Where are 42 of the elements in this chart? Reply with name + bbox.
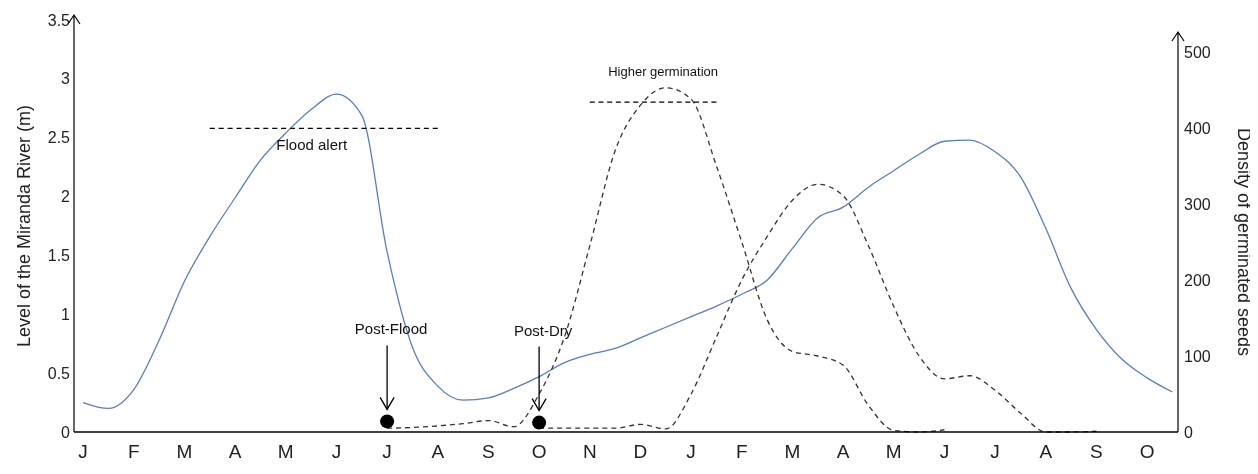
y2-tick-label: 200 [1184,271,1211,289]
line-series [82,93,1174,410]
x-tick-label: O [1139,441,1155,462]
y2-tick-label: 0 [1184,423,1193,441]
y-tick-label: 2.5 [47,129,71,147]
x-tick-label: M [784,441,801,462]
x-tick-label: A [431,441,445,462]
x-tick-label: J [686,441,696,462]
y-tick-label: 0 [61,423,71,441]
x-tick-label: M [176,441,193,462]
x-tick-label: J [78,441,88,462]
x-tick-label: M [277,441,294,462]
x-tick-label: N [582,441,597,462]
x-tick-label: A [228,441,242,462]
x-tick-label: J [331,441,342,462]
y2-tick-label: 400 [1184,119,1211,137]
y-axis-title: Level of the Miranda River (m) [14,104,34,348]
y2-tick-label: 100 [1184,347,1211,365]
annotation: Flood alert [276,136,349,154]
annotation: Higher germination [608,64,719,80]
y2-tick-label: 500 [1184,43,1211,61]
x-tick-label: S [482,441,495,462]
y-tick-label: 1.5 [47,246,71,264]
x-tick-label: A [836,441,850,462]
y-tick-label: 3 [61,70,71,88]
x-tick-label: F [127,441,140,462]
x-tick-label: J [939,441,950,462]
annotation: Post-Dry [513,321,573,339]
y2-tick-label: 300 [1184,195,1211,213]
x-tick-label: O [531,441,547,462]
x-tick-label: S [1090,441,1103,462]
x-tick-label: D [633,441,648,462]
y-tick-label: 1 [61,305,71,323]
annotation: Post-Flood [354,320,428,338]
x-tick-label: M [885,441,902,462]
x-tick-label: F [735,441,748,462]
x-tick-label: J [382,441,392,462]
y-tick-label: 2 [61,188,71,206]
x-tick-label: J [990,441,1000,462]
x-tick-label: A [1039,441,1053,462]
y-tick-label: 3.5 [47,11,71,29]
y-tick-label: 0.5 [47,364,71,382]
